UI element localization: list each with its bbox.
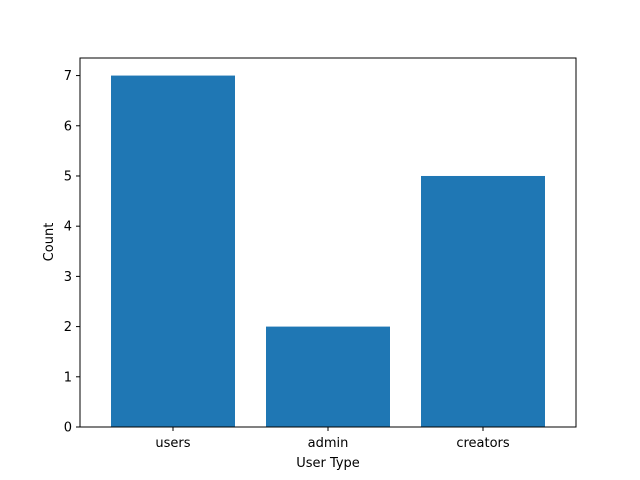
bar-users <box>111 75 235 428</box>
x-axis-label: User Type <box>296 456 360 471</box>
y-axis-ticks: 0 1 2 3 4 5 6 7 <box>64 69 80 436</box>
x-axis-ticks: users admin creators <box>155 427 510 451</box>
plot-frame <box>79 57 577 428</box>
y-axis-label: Count <box>42 223 57 262</box>
x-tick-label: admin <box>308 436 349 451</box>
bar-admin <box>266 326 390 427</box>
bar-creators <box>421 175 545 427</box>
x-tick-label: creators <box>456 436 510 451</box>
y-tick-label: 1 <box>64 370 72 385</box>
x-tick-label: users <box>155 436 190 451</box>
y-tick-label: 2 <box>64 320 72 335</box>
bars-group <box>111 75 545 428</box>
y-tick-label: 4 <box>64 220 72 235</box>
y-tick-label: 5 <box>64 169 72 184</box>
y-tick-label: 0 <box>64 421 72 436</box>
y-tick-label: 7 <box>64 69 72 84</box>
y-tick-label: 3 <box>64 270 72 285</box>
y-tick-label: 6 <box>64 119 72 134</box>
